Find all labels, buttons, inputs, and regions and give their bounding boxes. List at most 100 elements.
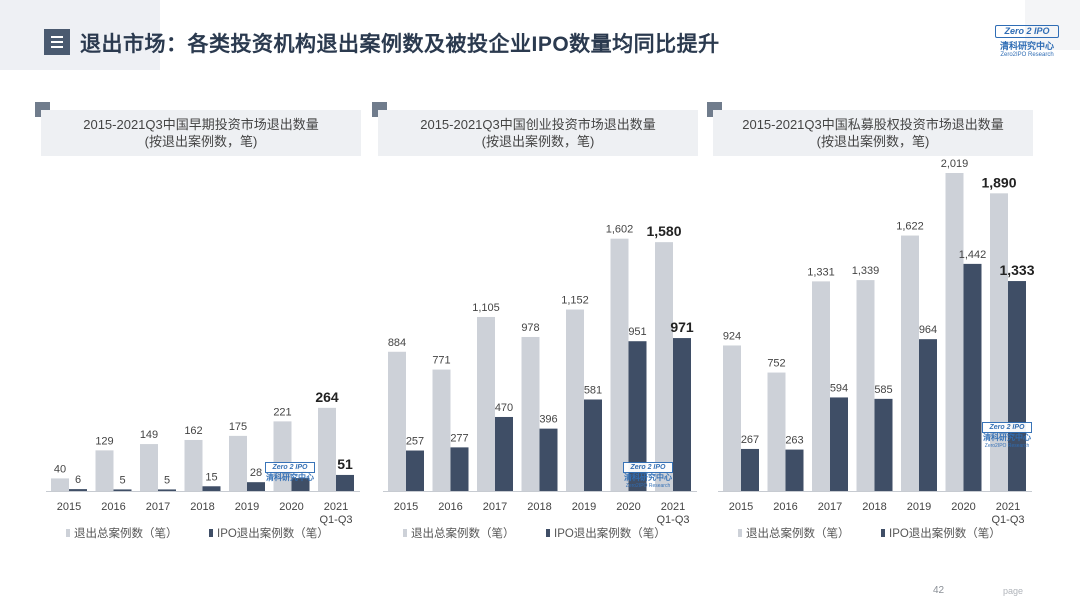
data-label-total: 129 (95, 435, 113, 447)
data-label-ipo: 594 (830, 382, 848, 394)
chart-svg: 884 257 2015 771 277 2016 1,105 470 2017 978 396 20… (383, 223, 697, 540)
data-label-total: 978 (521, 322, 539, 334)
watermark-wordmark: Zero 2 IPO (623, 462, 673, 473)
x-tick-label: 2017 (818, 501, 842, 513)
chart-subtitle: (按退出案例数，笔) (816, 134, 930, 149)
watermark-logo: Zero 2 IPO 清科研究中心 Zero2IPO Research (982, 422, 1032, 449)
data-label-ipo: 1,333 (999, 262, 1034, 278)
chart-title: 2015-2021Q3中国早期投资市场退出数量 (83, 117, 319, 132)
bar-total (812, 281, 830, 491)
data-label-ipo: 263 (785, 435, 803, 447)
data-label-ipo: 6 (75, 474, 81, 486)
bar-ipo (673, 338, 691, 491)
watermark-chinese-name: 清科研究中心 (983, 433, 1031, 442)
logo-english-name: Zero2IPO Research (1000, 52, 1054, 58)
watermark-wordmark: Zero 2 IPO (265, 462, 315, 473)
data-label-ipo: 964 (919, 324, 937, 336)
data-label-total: 884 (388, 337, 406, 349)
bar-ipo (247, 482, 265, 491)
chart-header: 2015-2021Q3中国私募股权投资市场退出数量 (按退出案例数，笔) (713, 110, 1033, 156)
x-tick-label: 2015 (394, 501, 418, 513)
legend-swatch-ipo (881, 529, 885, 537)
x-tick-label: 2021 (324, 501, 348, 513)
page-number: 42 (933, 585, 945, 596)
x-tick-label: 2017 (483, 501, 507, 513)
logo-chinese-name: 清科研究中心 (999, 41, 1054, 51)
data-label-total: 924 (723, 330, 741, 342)
bar-ipo (113, 489, 132, 491)
bar-total (856, 280, 875, 491)
chart-header: 2015-2021Q3中国创业投资市场退出数量 (按退出案例数，笔) (378, 110, 698, 156)
x-tick-label: 2015 (729, 501, 753, 513)
data-label-ipo: 51 (337, 456, 353, 472)
watermark-english-name: Zero2IPO Research (984, 443, 1030, 449)
legend-label-total: 退出总案例数（笔） (74, 526, 178, 540)
x-tick-sublabel: Q1-Q3 (319, 514, 352, 526)
chart-subtitle: (按退出案例数，笔) (144, 134, 258, 149)
x-tick-label: 2017 (146, 501, 170, 513)
bar-ipo (830, 397, 848, 491)
data-label-total: 1,339 (852, 265, 880, 277)
bar-ipo (1008, 281, 1026, 491)
data-label-total: 1,580 (646, 223, 681, 239)
bar-ipo (539, 428, 558, 491)
bar-total (767, 372, 786, 491)
bar-ipo (202, 486, 221, 491)
x-tick-label: 2018 (862, 501, 886, 513)
data-label-ipo: 581 (584, 384, 602, 396)
data-label-total: 2,019 (941, 158, 969, 170)
data-label-ipo: 277 (450, 432, 468, 444)
watermark-english-name: Zero2IPO Research (625, 483, 671, 489)
x-tick-label: 2020 (951, 501, 975, 513)
watermark-chinese-name: 清科研究中心 (624, 473, 672, 482)
bar-total (229, 435, 247, 491)
x-tick-label: 2015 (57, 501, 81, 513)
chart-svg: 40 6 2015 129 5 2016 149 5 2017 162 15 2018 175 28 201… (46, 389, 360, 540)
bar-total (990, 193, 1008, 491)
legend-label-total: 退出总案例数（笔） (746, 526, 850, 540)
data-label-ipo: 971 (670, 319, 694, 335)
bar-total (95, 450, 114, 491)
bar-ipo (495, 416, 513, 491)
legend-label-ipo: IPO退出案例数（笔） (554, 526, 666, 540)
x-tick-label: 2019 (572, 501, 596, 513)
data-label-total: 40 (54, 463, 66, 475)
zero2ipo-logo: Zero 2 IPO 清科研究中心 Zero2IPO Research (995, 25, 1059, 59)
bar-total (477, 316, 495, 491)
bar-total (432, 369, 451, 491)
x-tick-sublabel: Q1-Q3 (656, 514, 689, 526)
data-label-total: 1,105 (472, 302, 500, 314)
data-label-ipo: 470 (495, 402, 513, 414)
data-label-total: 752 (767, 358, 785, 370)
watermark-chinese-name: 清科研究中心 (266, 473, 314, 482)
chart-svg: 924 267 2015 752 263 2016 1,331 594 2017 1,339 585… (718, 158, 1035, 540)
data-label-ipo: 5 (164, 474, 170, 486)
page-label: page (1003, 586, 1024, 596)
data-label-ipo: 257 (406, 436, 424, 448)
data-label-total: 264 (315, 389, 339, 405)
x-tick-label: 2020 (279, 501, 303, 513)
x-tick-label: 2016 (101, 501, 125, 513)
x-tick-label: 2018 (190, 501, 214, 513)
x-tick-label: 2019 (235, 501, 259, 513)
bar-total (655, 242, 673, 491)
chart-panel-private-equity: 2015-2021Q3中国私募股权投资市场退出数量 (按退出案例数，笔) 924… (707, 100, 1040, 560)
data-label-total: 1,890 (981, 174, 1016, 190)
bar-total (610, 238, 629, 491)
bar-total (388, 351, 406, 491)
bar-ipo (291, 478, 310, 491)
data-label-total: 162 (184, 425, 202, 437)
data-label-ipo: 396 (539, 414, 557, 426)
chart-title: 2015-2021Q3中国私募股权投资市场退出数量 (742, 117, 1004, 132)
menu-icon[interactable] (44, 29, 70, 55)
watermark-logo: Zero 2 IPO 清科研究中心 (265, 462, 315, 483)
bar-ipo (919, 339, 937, 491)
legend-swatch-ipo (209, 529, 213, 537)
bar-total (901, 235, 919, 491)
data-label-total: 1,152 (561, 295, 589, 307)
bar-total (273, 421, 292, 491)
bar-total (566, 309, 584, 491)
bar-ipo (785, 449, 804, 491)
watermark-wordmark: Zero 2 IPO (982, 422, 1032, 433)
data-label-total: 1,602 (606, 224, 634, 236)
